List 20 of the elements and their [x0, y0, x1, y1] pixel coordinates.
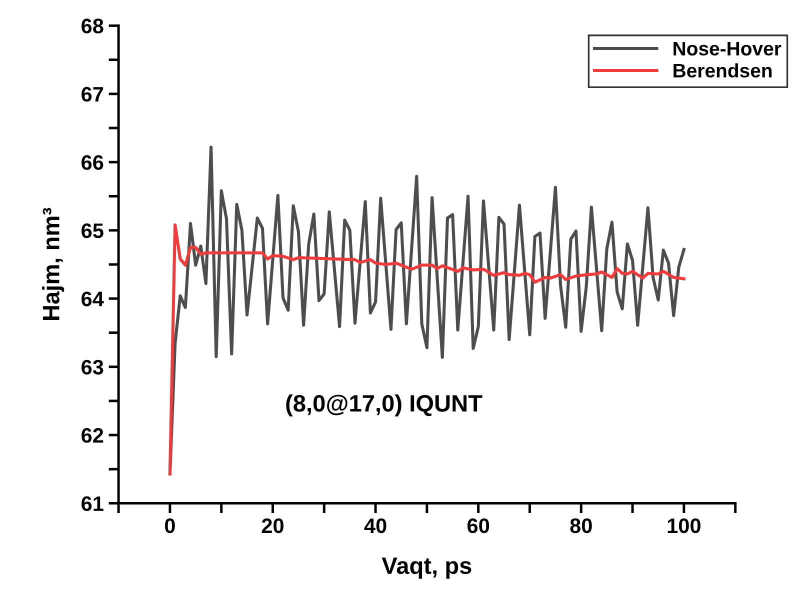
x-tick-label: 60: [468, 518, 490, 534]
y-tick-label: 67: [82, 86, 104, 102]
y-tick-label: 65: [82, 223, 104, 238]
x-tick-label: 0: [164, 518, 175, 534]
x-axis-title: Vaqt, ps: [382, 558, 472, 579]
x-tick-label: 20: [262, 518, 284, 534]
y-tick-label: 62: [82, 428, 104, 443]
legend-label: Nose-Hover: [674, 42, 782, 56]
y-tick-label: 61: [82, 496, 104, 512]
x-tick-label: 40: [364, 518, 386, 534]
legend-label: Berendsen: [674, 63, 772, 78]
x-tick-label: 100: [668, 518, 700, 534]
annotation: (8,0@17,0) IQUNT: [286, 394, 482, 416]
line-series: [168, 223, 686, 476]
y-axis-title: Hajm, nm³: [42, 208, 64, 320]
y-tick-label: 64: [82, 292, 104, 306]
y-tick-label: 68: [82, 18, 104, 34]
x-tick-label: 80: [570, 518, 592, 534]
y-tick-label: 63: [82, 360, 104, 375]
y-tick-label: 66: [82, 155, 104, 170]
